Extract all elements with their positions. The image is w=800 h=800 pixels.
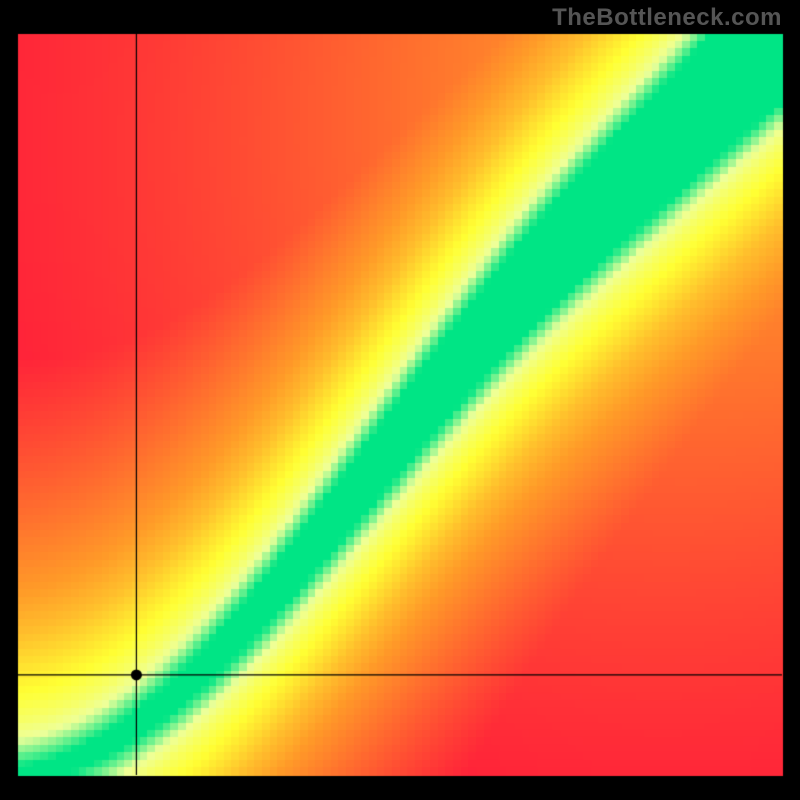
watermark-text: TheBottleneck.com: [552, 4, 782, 32]
bottleneck-heatmap: [0, 0, 800, 800]
